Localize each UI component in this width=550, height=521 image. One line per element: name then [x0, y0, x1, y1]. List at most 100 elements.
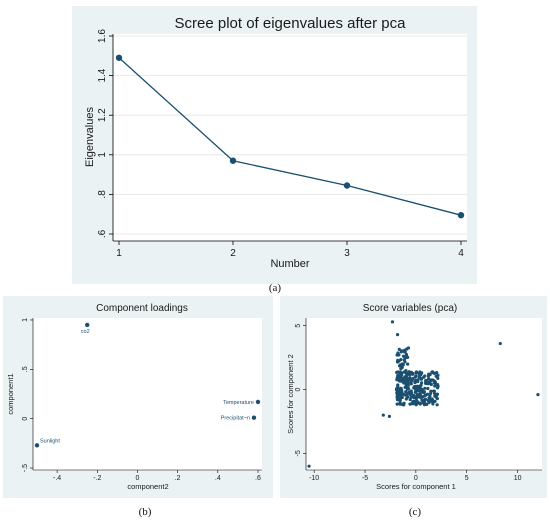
- score-point: [414, 403, 418, 407]
- scree-series-points: [115, 54, 465, 219]
- score-point: [411, 394, 415, 399]
- score-point: [404, 397, 408, 401]
- score-point: [396, 384, 400, 388]
- score-point: [416, 378, 420, 382]
- scree-y-tick-label: 1.4: [97, 68, 108, 82]
- scree-y-tick-label: 1.6: [97, 29, 108, 43]
- score-point: [400, 402, 404, 407]
- score-point: [409, 402, 413, 406]
- scree-plot-area: [113, 34, 467, 241]
- loading-point: [251, 415, 257, 420]
- score-point: [403, 356, 407, 360]
- score-point: [404, 352, 409, 357]
- caption-c: (c): [409, 506, 422, 518]
- score-point: [422, 390, 426, 394]
- score-point: [415, 400, 420, 404]
- score-point: [398, 400, 402, 405]
- score-point: [404, 371, 408, 375]
- score-point: [406, 346, 411, 350]
- score-point: [398, 398, 402, 402]
- score-point: [307, 464, 311, 468]
- score-point: [381, 413, 385, 417]
- score-point: [403, 375, 408, 380]
- score-point: [390, 320, 395, 324]
- score-point: [387, 414, 392, 418]
- scores-y-ticks: -5 0 5: [295, 324, 306, 457]
- score-point: [428, 391, 433, 396]
- loadings-y-label: component1: [6, 373, 15, 414]
- score-point: [436, 383, 440, 387]
- scree-y-ticks: .6 .8 1 1.2 1.4 1.6: [97, 29, 113, 238]
- score-point: [417, 371, 421, 376]
- scores-x-tick-label: 5: [465, 475, 469, 482]
- score-point: [404, 384, 408, 388]
- scree-data-point: [229, 157, 237, 164]
- scores-plot-title: Score variables (pca): [363, 303, 457, 314]
- score-point: [423, 393, 427, 397]
- score-point: [435, 386, 440, 390]
- score-point: [402, 381, 406, 385]
- scores-y-tick-label: 5: [295, 324, 302, 328]
- loading-point-label: Temperature: [223, 400, 254, 406]
- loadings-plot-title: Component loadings: [96, 303, 188, 314]
- score-point: [436, 376, 440, 380]
- scores-x-tick-label: 10: [514, 475, 522, 482]
- scores-y-tick-label: 0: [295, 387, 302, 391]
- score-point: [406, 381, 411, 385]
- score-point: [427, 400, 431, 404]
- scree-x-label: Number: [270, 258, 309, 270]
- loadings-x-tick-label: -.2: [93, 475, 101, 482]
- score-point: [409, 379, 413, 384]
- loadings-y-tick-label: 0: [22, 417, 29, 421]
- score-point: [398, 379, 402, 383]
- scree-data-point: [115, 54, 123, 61]
- score-point: [426, 386, 430, 391]
- loadings-y-tick-label: 1: [22, 318, 29, 322]
- scores-y-label: Scores for component 2: [286, 354, 295, 434]
- score-point: [404, 368, 408, 373]
- score-point: [395, 333, 400, 337]
- score-point: [398, 386, 403, 391]
- score-point: [425, 402, 429, 406]
- score-point: [423, 386, 427, 390]
- score-point: [401, 363, 405, 367]
- score-point: [396, 386, 400, 390]
- score-point: [434, 395, 438, 399]
- score-point: [408, 392, 412, 397]
- scores-plot-panel: Score variables (pca) -5 0 5 -10 -5 0 5 10 Sco…: [280, 296, 547, 498]
- score-point: [421, 399, 425, 403]
- score-point: [423, 397, 428, 401]
- score-point: [431, 389, 436, 393]
- scree-x-tick-label: 1: [116, 248, 122, 259]
- loadings-points: co2 Temperature Precipitat~n Sunlight: [34, 322, 261, 448]
- scree-plot-panel: Scree plot of eigenvalues after pca .6 .8…: [72, 6, 477, 284]
- scree-y-tick-label: 1: [97, 152, 108, 158]
- score-point: [429, 389, 433, 393]
- loadings-x-tick-label: .4: [215, 475, 221, 482]
- score-point: [397, 376, 401, 380]
- loadings-y-ticks: -.5 0 .5 1: [22, 318, 33, 472]
- scree-data-point: [343, 182, 351, 189]
- score-point: [397, 364, 402, 368]
- loading-point: [34, 443, 40, 448]
- score-point: [411, 400, 415, 404]
- caption-b: (b): [139, 506, 152, 518]
- scree-x-tick-label: 2: [230, 248, 236, 259]
- score-point: [536, 393, 540, 397]
- scores-x-tick-label: 0: [414, 475, 418, 482]
- scree-x-tick-label: 3: [344, 248, 350, 259]
- score-point: [435, 403, 439, 407]
- score-point: [425, 380, 429, 384]
- scree-data-point: [457, 211, 465, 219]
- score-point: [414, 374, 418, 378]
- score-point: [436, 373, 440, 377]
- scree-series-line: [118, 57, 462, 216]
- score-point: [429, 378, 433, 382]
- score-point: [399, 371, 403, 376]
- score-point: [426, 374, 431, 378]
- score-point: [432, 381, 436, 385]
- scree-x-tick-label: 4: [458, 248, 464, 259]
- score-point: [395, 402, 399, 406]
- score-point: [413, 390, 417, 394]
